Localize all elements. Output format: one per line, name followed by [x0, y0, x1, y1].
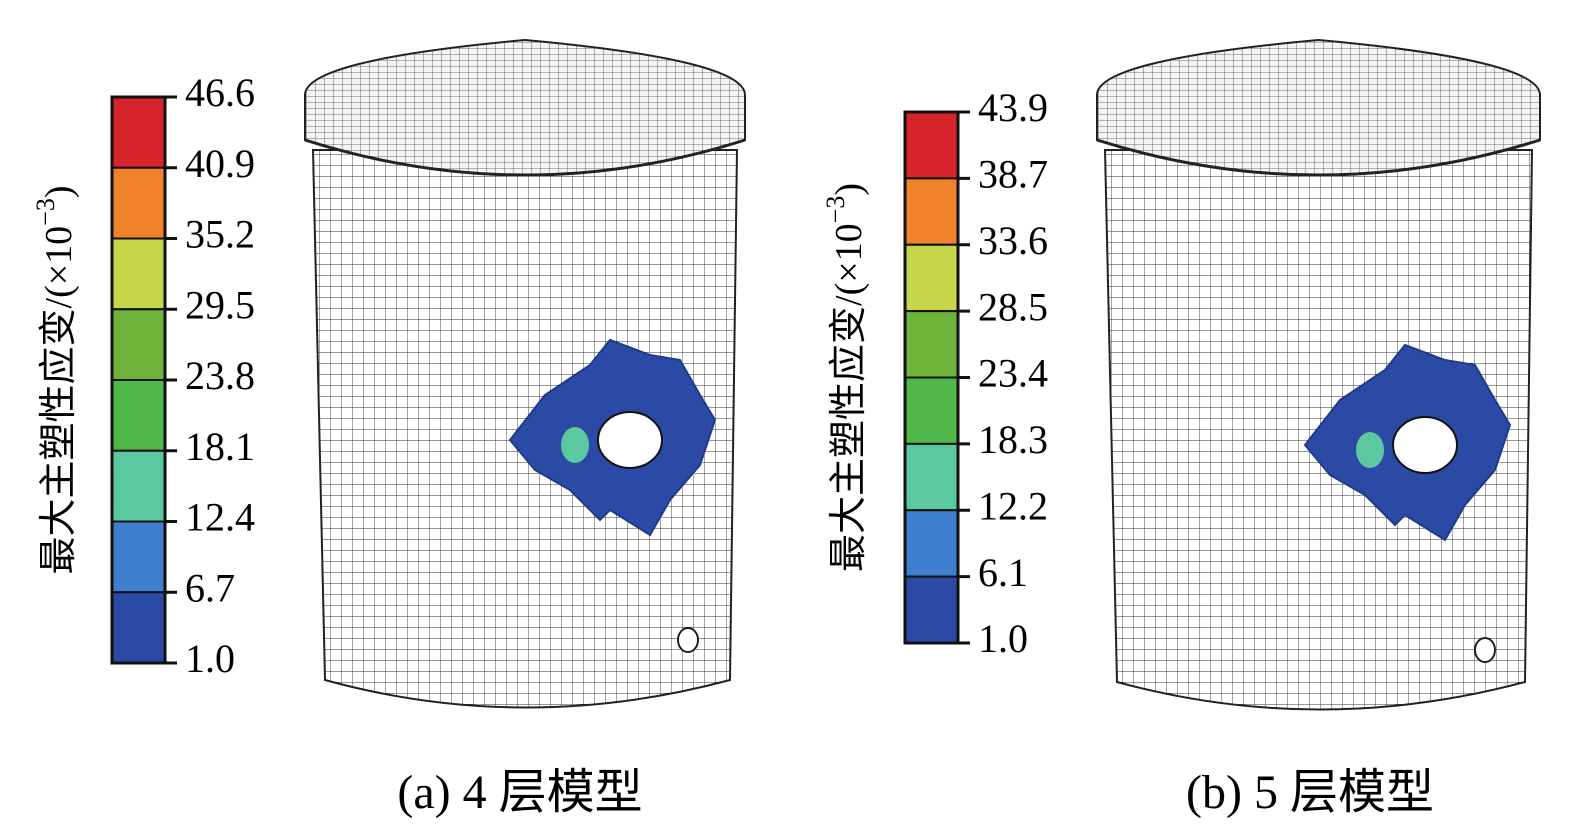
legend-title: 最大主塑性应变/(×10−3) — [31, 186, 80, 575]
tick-label: 38.7 — [978, 152, 1048, 197]
tick-label: 12.4 — [185, 495, 255, 540]
colorbar-segment — [111, 449, 166, 523]
tick-label: 6.7 — [185, 565, 235, 610]
legend-title: 最大主塑性应变/(×10−3) — [821, 183, 870, 572]
damage-hot — [1356, 432, 1384, 468]
tick-label: 12.2 — [978, 483, 1048, 528]
tick-label: 33.6 — [978, 218, 1048, 263]
legend-title-end: ) — [38, 186, 80, 199]
tick-label: 18.1 — [185, 424, 255, 469]
roof-rim — [304, 138, 746, 177]
colorbar-segment — [111, 591, 166, 664]
tick-label: 6.1 — [978, 550, 1028, 595]
caption: (b) 5 层模型 — [1186, 766, 1434, 819]
colorbar-segment — [904, 177, 959, 246]
tick-label: 46.6 — [185, 70, 255, 115]
tick-label: 1.0 — [185, 636, 235, 681]
colorbar-segment — [904, 442, 959, 512]
legend-title-main: 最大主塑性应变/(×10 — [38, 226, 80, 575]
colorbar-segment — [904, 243, 959, 313]
perforation — [1392, 416, 1458, 474]
tick-label: 35.2 — [185, 212, 255, 257]
colorbar-segment — [904, 111, 959, 180]
port — [1474, 637, 1496, 663]
port — [677, 627, 699, 653]
roof — [1096, 38, 1541, 176]
tick-label: 28.5 — [978, 284, 1048, 329]
damage-hot — [561, 427, 589, 463]
legend-title-sup: −3 — [821, 196, 850, 224]
tick-label: 1.0 — [978, 616, 1028, 661]
colorbar-segment — [111, 237, 166, 311]
tick-label: 40.9 — [185, 141, 255, 186]
colorbar-segment — [904, 575, 959, 644]
tick-label: 23.4 — [978, 351, 1048, 396]
colorbar-segment — [111, 308, 166, 381]
tick-label: 29.5 — [185, 282, 255, 327]
mesh-model — [304, 38, 746, 709]
colorbar-segment — [904, 376, 959, 445]
colorbar-segment — [111, 520, 166, 594]
legend-title-main: 最大主塑性应变/(×10 — [828, 223, 870, 572]
legend-title-end: ) — [828, 183, 870, 196]
legend-title-sup: −3 — [31, 198, 60, 226]
colorbar-segment — [111, 166, 166, 240]
colorbar-segment — [111, 96, 166, 169]
tick-label: 23.8 — [185, 353, 255, 398]
colorbar-segment — [111, 379, 166, 452]
tick-label: 43.9 — [978, 85, 1048, 130]
roof — [304, 38, 746, 176]
mesh-model — [1096, 38, 1541, 711]
colorbar-segment — [904, 310, 959, 379]
caption: (a) 4 层模型 — [397, 766, 642, 819]
roof-rim — [1096, 138, 1541, 177]
perforation — [597, 411, 663, 469]
tick-label: 18.3 — [978, 417, 1048, 462]
colorbar-segment — [904, 509, 959, 578]
